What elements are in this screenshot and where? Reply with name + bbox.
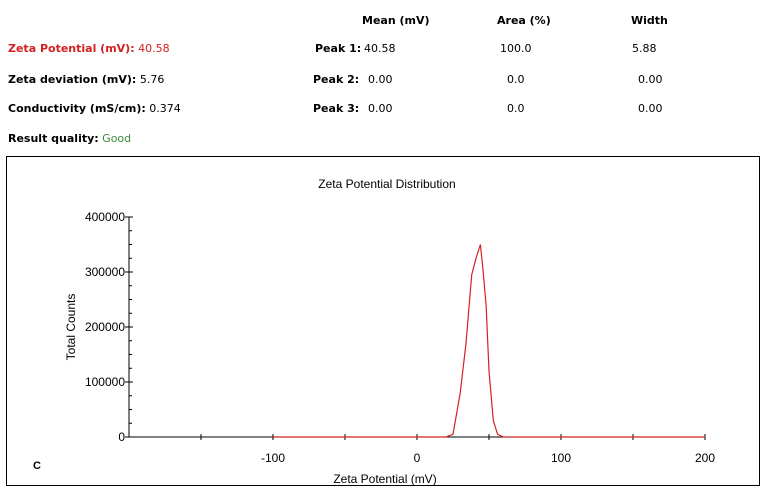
y-tick-label: 400000 <box>85 210 125 224</box>
conductivity-line: Conductivity (mS/cm): 0.374 <box>8 102 181 115</box>
peak-3-mean: 0.00 <box>368 102 393 115</box>
result-quality-label: Result quality: <box>8 132 99 145</box>
y-tick-label: 300000 <box>85 265 125 279</box>
zeta-potential-value: 40.58 <box>138 42 170 55</box>
peak-3-label: Peak 3: <box>313 102 360 115</box>
panel-label: C <box>33 460 41 472</box>
y-tick-label: 100000 <box>85 375 125 389</box>
peak-2-mean: 0.00 <box>368 73 393 86</box>
peak-header-area: Area (%) <box>497 14 551 27</box>
distribution-curve <box>273 244 705 438</box>
peak-2-area: 0.0 <box>507 73 525 86</box>
zeta-potential-label: Zeta Potential (mV): <box>8 42 135 55</box>
zeta-deviation-label: Zeta deviation (mV): <box>8 73 137 86</box>
y-tick-label: 200000 <box>85 320 125 334</box>
y-tick-label: 0 <box>118 430 125 444</box>
zeta-deviation-line: Zeta deviation (mV): 5.76 <box>8 73 164 86</box>
result-quality-value: Good <box>102 132 132 145</box>
zeta-distribution-chart: Zeta Potential Distribution Zeta Potenti… <box>33 177 715 486</box>
peak-1-width: 5.88 <box>632 42 657 55</box>
chart-title: Zeta Potential Distribution <box>318 177 455 191</box>
peak-1-mean: 40.58 <box>364 42 396 55</box>
peak-2-label: Peak 2: <box>313 73 360 86</box>
x-tick-label: 100 <box>551 451 571 465</box>
peak-header-width: Width <box>631 14 668 27</box>
peak-1-label: Peak 1: <box>315 42 362 55</box>
x-tick-label: 0 <box>414 451 421 465</box>
x-tick-label: 200 <box>695 451 715 465</box>
zeta-deviation-value: 5.76 <box>139 73 165 86</box>
zeta-potential-line: Zeta Potential (mV): 40.58 <box>8 42 170 55</box>
peak-2-width: 0.00 <box>638 73 663 86</box>
conductivity-value: 0.374 <box>149 102 181 115</box>
peak-1-area: 100.0 <box>500 42 532 55</box>
conductivity-label: Conductivity (mS/cm): <box>8 102 146 115</box>
x-tick-label: -100 <box>261 451 285 465</box>
peak-3-width: 0.00 <box>638 102 663 115</box>
peak-header-mean: Mean (mV) <box>362 14 430 27</box>
result-quality-line: Result quality: Good <box>8 132 131 145</box>
peak-3-area: 0.0 <box>507 102 525 115</box>
y-axis-label: Total Counts <box>64 294 78 361</box>
chart-frame: Zeta Potential Distribution Zeta Potenti… <box>6 156 760 486</box>
x-axis-label: Zeta Potential (mV) <box>333 472 436 486</box>
